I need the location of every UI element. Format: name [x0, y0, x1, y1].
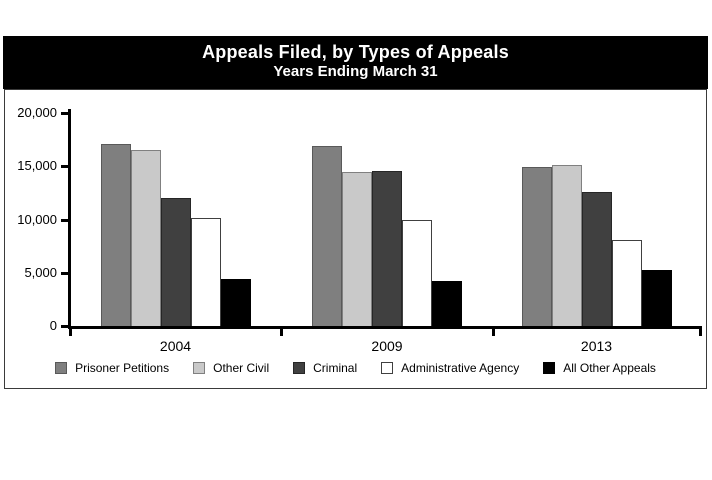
legend-swatch-prisoner-petitions — [55, 362, 68, 374]
plot-area: 0 5,000 10,000 15,000 20,000 2004 2009 2013 — [5, 90, 706, 388]
x-category-label: 2013 — [580, 338, 613, 354]
bar-other-civil — [551, 165, 582, 327]
bar-all-other-appeals — [641, 269, 672, 327]
y-tick-label: 15,000 — [17, 158, 57, 174]
x-category-label: 2009 — [371, 338, 403, 354]
bar-administrative-agency — [402, 219, 432, 327]
legend-label: Criminal — [313, 361, 358, 375]
bar-all-other-appeals — [432, 281, 462, 327]
y-axis-tick — [61, 218, 71, 222]
legend-label: Administrative Agency — [401, 361, 520, 375]
legend-label: Other Civil — [213, 361, 270, 375]
bar-administrative-agency — [190, 218, 221, 327]
legend-item: Prisoner Petitions — [55, 361, 169, 375]
chart-subtitle: Years Ending March 31 — [273, 63, 438, 80]
y-axis-tick — [61, 271, 71, 275]
y-axis-tick — [61, 325, 71, 328]
bar-criminal — [372, 170, 402, 327]
bar-other-civil — [342, 171, 372, 327]
legend-item: Administrative Agency — [381, 361, 519, 375]
bar-prisoner-petitions — [312, 146, 342, 327]
legend: Prisoner Petitions Other Civil Criminal Adm… — [5, 361, 706, 375]
x-axis-tick — [699, 326, 702, 336]
bar-criminal — [160, 198, 191, 327]
x-axis-tick — [492, 326, 495, 336]
bar-criminal — [581, 191, 612, 327]
legend-item: Other Civil — [193, 361, 269, 375]
y-tick-label: 10,000 — [17, 211, 57, 227]
bar-administrative-agency — [611, 239, 642, 327]
bar-prisoner-petitions — [521, 167, 552, 327]
legend-item: All Other Appeals — [543, 361, 656, 375]
x-axis-line — [68, 326, 702, 329]
bar-all-other-appeals — [220, 279, 251, 327]
legend-item: Criminal — [293, 361, 357, 375]
y-axis-tick — [61, 165, 71, 169]
chart-title-banner: Appeals Filed, by Types of Appeals Years… — [3, 36, 708, 89]
y-tick-label: 5,000 — [24, 264, 57, 280]
x-axis-tick — [280, 326, 283, 336]
x-category-label: 2004 — [159, 338, 192, 354]
legend-swatch-all-other-appeals — [543, 362, 556, 374]
legend-swatch-criminal — [293, 362, 306, 374]
bar-other-civil — [130, 150, 161, 327]
y-tick-label: 20,000 — [17, 105, 57, 120]
chart-box: 0 5,000 10,000 15,000 20,000 2004 2009 2013 Pri… — [4, 89, 707, 389]
chart-title: Appeals Filed, by Types of Appeals — [202, 42, 509, 62]
x-axis-tick — [69, 326, 72, 336]
y-axis-line — [68, 109, 71, 329]
y-tick-label: 0 — [49, 318, 57, 333]
y-axis-tick — [61, 112, 71, 115]
legend-label: Prisoner Petitions — [75, 361, 170, 375]
legend-swatch-other-civil — [193, 362, 206, 374]
legend-swatch-administrative-agency — [381, 362, 394, 374]
bar-prisoner-petitions — [100, 143, 131, 327]
legend-label: All Other Appeals — [563, 361, 656, 375]
